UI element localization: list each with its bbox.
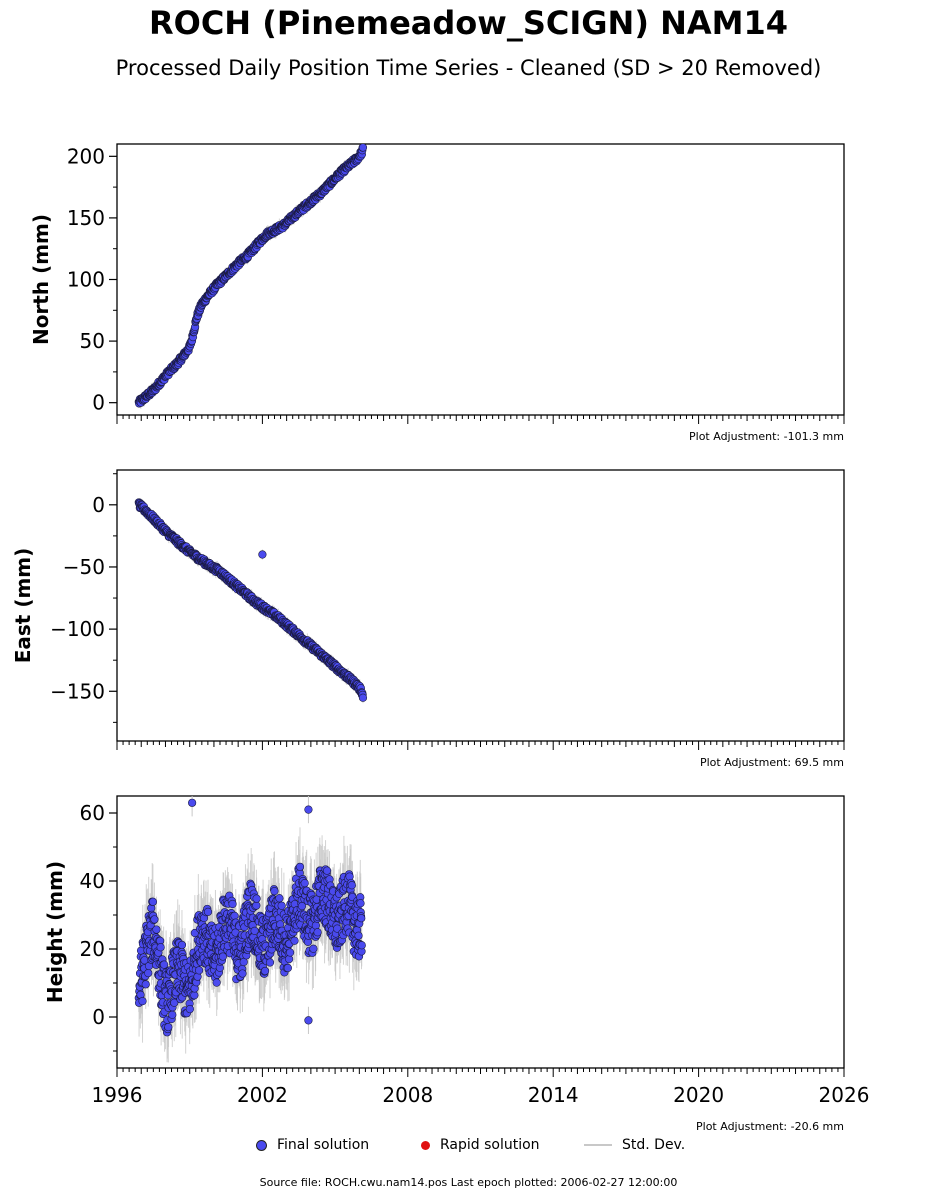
final-point (188, 798, 197, 807)
final-point (156, 943, 165, 952)
plot-adjustment: Plot Adjustment: -20.6 mm (696, 1120, 844, 1133)
final-point (228, 899, 237, 909)
plot-adjustment: Plot Adjustment: 69.5 mm (700, 756, 844, 769)
final-point (194, 966, 204, 975)
final-point (252, 894, 261, 903)
y-tick-label: 0 (92, 391, 105, 415)
final-point (141, 980, 150, 989)
legend-std-label: Std. Dev. (622, 1137, 686, 1153)
final-point (177, 940, 187, 950)
final-point (285, 948, 295, 957)
final-point (309, 944, 318, 953)
data-layer (134, 498, 368, 704)
final-point (354, 931, 363, 940)
y-tick-label: 40 (80, 869, 105, 893)
legend-final-label: Final solution (277, 1137, 370, 1153)
final-point (152, 925, 161, 934)
x-tick-label: 2014 (528, 1083, 579, 1107)
y-tick-label: 60 (80, 801, 105, 825)
legend-rapid: Rapid solution (421, 1137, 540, 1153)
final-point (160, 960, 169, 969)
std-line-icon (584, 1144, 612, 1146)
y-tick-label: 100 (67, 268, 105, 292)
y-tick-label: 0 (92, 493, 105, 517)
chart-title: ROCH (Pinemeadow_SCIGN) NAM14 (148, 4, 789, 42)
final-point (218, 952, 227, 961)
panel-2: 0 −50 −100 −150 East (mm) Plot Adjustment: 69… (11, 469, 845, 769)
final-point (258, 550, 267, 559)
final-point (230, 911, 239, 920)
final-point (252, 901, 261, 910)
final-point (357, 941, 366, 950)
legend-std: Std. Dev. (584, 1137, 685, 1153)
y-tick-label: 0 (92, 1005, 105, 1029)
final-point (277, 901, 286, 910)
y-axis-label: North (mm) (29, 214, 53, 345)
final-point (313, 928, 322, 937)
chart-subtitle: Processed Daily Position Time Series - C… (115, 56, 822, 80)
panel-3: 1996 2002 2008 2014 2020 2026 0 20 40 60 Height (m… (43, 795, 870, 1133)
plot-frame (116, 469, 845, 742)
final-point (150, 915, 159, 924)
x-tick-label: 2008 (382, 1083, 433, 1107)
y-tick-label: 150 (67, 206, 105, 230)
final-point (347, 881, 356, 890)
final-point (138, 997, 147, 1006)
final-point (358, 693, 368, 702)
y-tick-label: 50 (80, 329, 105, 353)
final-point (265, 958, 275, 967)
final-point (212, 978, 221, 987)
data-layer (134, 144, 368, 409)
y-tick-label: −100 (50, 617, 105, 641)
final-point (304, 805, 313, 814)
final-point (322, 866, 332, 875)
final-point (238, 969, 247, 978)
final-point (190, 991, 199, 1000)
legend-final: Final solution (256, 1137, 369, 1153)
y-axis-label: Height (mm) (43, 861, 67, 1003)
y-tick-label: 200 (67, 144, 105, 168)
final-point (290, 936, 299, 945)
final-marker-icon (256, 1139, 267, 1151)
final-point (148, 897, 158, 906)
x-tick-label: 2020 (673, 1083, 724, 1107)
data-layer (134, 796, 366, 1063)
y-tick-label: −50 (63, 555, 105, 579)
source-note: Source file: ROCH.cwu.nam14.pos Last epo… (259, 1176, 678, 1189)
final-point (283, 963, 292, 973)
plot-adjustment: Plot Adjustment: -101.3 mm (689, 430, 844, 443)
final-point (270, 886, 279, 896)
final-point (304, 1016, 313, 1025)
x-tick-label: 2002 (237, 1083, 288, 1107)
final-point (275, 894, 284, 903)
final-point (311, 921, 320, 930)
final-point (164, 1022, 173, 1032)
final-point (260, 966, 270, 976)
final-point (185, 1004, 194, 1014)
y-tick-label: 20 (80, 937, 105, 961)
y-axis-label: East (mm) (11, 548, 35, 664)
final-point (203, 907, 213, 916)
final-point (300, 879, 309, 888)
x-tick-label: 2026 (819, 1083, 870, 1107)
panel-1: 0 50 100 150 200 North (mm) Plot Adjustment: -… (29, 143, 845, 443)
final-point (358, 144, 368, 152)
y-tick-label: −150 (50, 679, 105, 703)
x-tick-label: 1996 (92, 1083, 143, 1107)
final-point (250, 926, 259, 935)
final-point (295, 862, 305, 871)
final-point (170, 998, 179, 1007)
legend-rapid-label: Rapid solution (440, 1137, 540, 1153)
final-point (357, 914, 366, 923)
final-point (356, 899, 365, 908)
rapid-marker-icon (421, 1140, 430, 1150)
legend: Final solution Rapid solution Std. Dev. (0, 1137, 937, 1159)
final-point (144, 968, 153, 978)
final-point (168, 1010, 177, 1019)
